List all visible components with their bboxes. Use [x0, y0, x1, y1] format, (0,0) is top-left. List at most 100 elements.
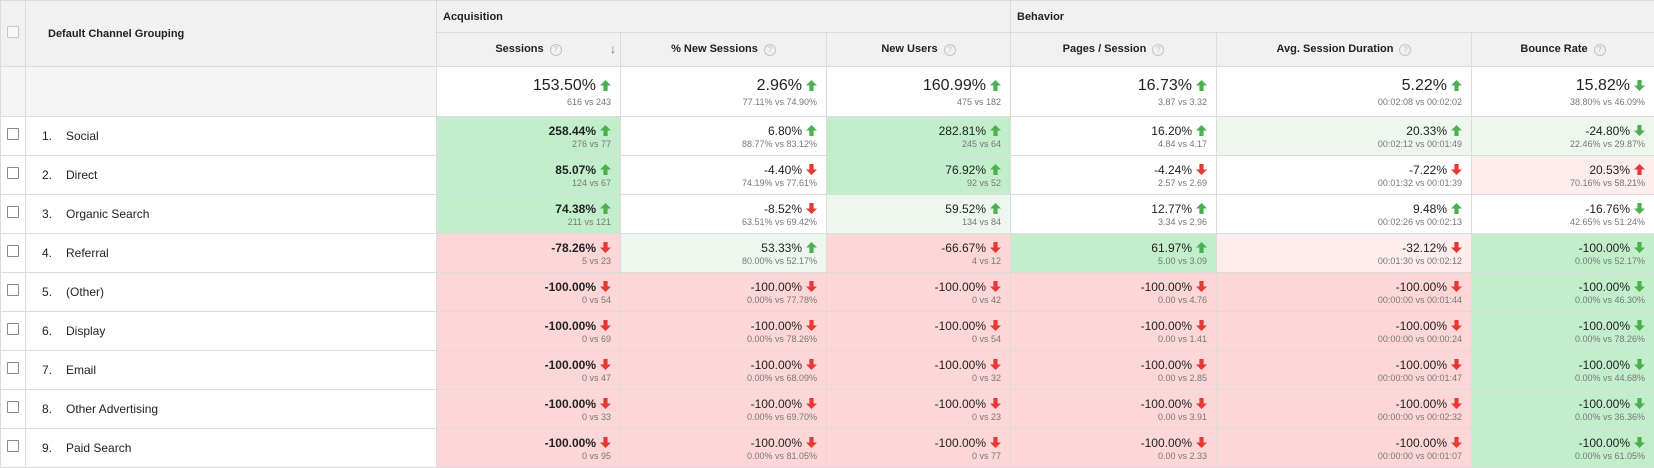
change-value: -100.00% [751, 397, 802, 411]
metric-cell-pages-session: -100.00%0.00 vs 4.76 [1011, 273, 1217, 312]
row-checkbox[interactable] [7, 206, 19, 218]
total-sessions: 153.50% 616 vs 243 [437, 67, 621, 117]
arrow-up-icon [600, 164, 611, 175]
metric-cell-bounce-rate: -100.00%0.00% vs 52.17% [1472, 234, 1654, 273]
arrow-down-icon [600, 359, 611, 370]
column-header-label: Sessions [495, 43, 543, 55]
channel-link[interactable]: Display [66, 324, 105, 338]
row-checkbox[interactable] [7, 167, 19, 179]
change-value: -100.00% [1396, 358, 1447, 372]
channel-link[interactable]: Organic Search [66, 207, 149, 221]
column-header-bounce-rate[interactable]: Bounce Rate? [1472, 33, 1654, 67]
total-value: 2.96% [757, 77, 802, 94]
channel-link[interactable]: (Other) [66, 285, 104, 299]
table-row: 6.Display-100.00%0 vs 69-100.00%0.00% vs… [1, 312, 1654, 351]
arrow-down-icon [1196, 164, 1207, 175]
help-icon[interactable]: ? [764, 44, 776, 56]
change-value: 9.48% [1413, 202, 1447, 216]
row-checkbox-cell [1, 390, 26, 429]
metric-cell-new-sessions: -100.00%0.00% vs 69.70% [621, 390, 827, 429]
channel-link[interactable]: Paid Search [66, 441, 131, 455]
channel-link[interactable]: Social [66, 129, 99, 143]
channel-link[interactable]: Email [66, 363, 96, 377]
column-header-label: Bounce Rate [1520, 43, 1587, 55]
change-value: 76.92% [945, 163, 986, 177]
change-value: -4.40% [764, 163, 802, 177]
total-comparison: 616 vs 243 [437, 97, 611, 107]
comparison-value: 00:00:00 vs 00:02:32 [1217, 412, 1462, 422]
change-value: -100.00% [1141, 358, 1192, 372]
row-checkbox-cell [1, 351, 26, 390]
metric-cell-new-sessions: -100.00%0.00% vs 81.05% [621, 429, 827, 468]
sort-arrow-icon[interactable]: ↓ [610, 42, 616, 56]
arrow-down-icon [990, 242, 1001, 253]
comparison-value: 245 vs 64 [827, 139, 1001, 149]
select-all-checkbox[interactable] [7, 26, 19, 38]
comparison-value: 2.57 vs 2.69 [1011, 178, 1207, 188]
row-checkbox[interactable] [7, 401, 19, 413]
channel-link[interactable]: Direct [66, 168, 97, 182]
comparison-value: 0.00 vs 3.91 [1011, 412, 1207, 422]
total-value: 153.50% [533, 77, 596, 94]
metric-cell-avg-session-duration: -100.00%00:00:00 vs 00:02:32 [1217, 390, 1472, 429]
total-value: 5.22% [1402, 77, 1447, 94]
column-header-avg-session-duration[interactable]: Avg. Session Duration? [1217, 33, 1472, 67]
help-icon[interactable]: ? [944, 44, 956, 56]
comparison-value: 74.19% vs 77.61% [621, 178, 817, 188]
channel-name-cell: 6.Display [26, 312, 437, 351]
arrow-down-icon [1634, 359, 1645, 370]
change-value: -100.00% [1396, 280, 1447, 294]
comparison-value: 124 vs 67 [437, 178, 611, 188]
change-value: -100.00% [545, 280, 596, 294]
comparison-value: 0 vs 95 [437, 451, 611, 461]
metric-cell-bounce-rate: 20.53%70.16% vs 58.21% [1472, 156, 1654, 195]
change-value: 282.81% [939, 124, 986, 138]
arrow-up-icon [600, 125, 611, 136]
row-checkbox[interactable] [7, 284, 19, 296]
channel-name-cell: 5.(Other) [26, 273, 437, 312]
arrow-up-icon [1196, 242, 1207, 253]
arrow-up-icon [1196, 203, 1207, 214]
total-new-sessions: 2.96%77.11% vs 74.90% [621, 67, 827, 117]
row-checkbox[interactable] [7, 245, 19, 257]
column-header-pages-session[interactable]: Pages / Session? [1011, 33, 1217, 67]
total-pages-session: 16.73%3.87 vs 3.32 [1011, 67, 1217, 117]
column-header-new-users[interactable]: New Users? [827, 33, 1011, 67]
help-icon[interactable]: ? [1399, 44, 1411, 56]
row-index: 3. [42, 207, 66, 221]
metric-cell-pages-session: 61.97%5.00 vs 3.09 [1011, 234, 1217, 273]
metric-cell-avg-session-duration: -100.00%00:00:00 vs 00:01:47 [1217, 351, 1472, 390]
metric-cell-sessions: 85.07%124 vs 67 [437, 156, 621, 195]
column-header-new-sessions[interactable]: % New Sessions? [621, 33, 827, 67]
column-header-sessions[interactable]: Sessions? ↓ [437, 33, 621, 67]
channel-name-cell: 1.Social [26, 117, 437, 156]
row-checkbox[interactable] [7, 323, 19, 335]
arrow-up-icon [1196, 125, 1207, 136]
metric-cell-pages-session: -100.00%0.00 vs 2.85 [1011, 351, 1217, 390]
help-icon[interactable]: ? [550, 44, 562, 56]
row-index: 7. [42, 363, 66, 377]
metric-cell-new-sessions: 53.33%80.00% vs 52.17% [621, 234, 827, 273]
comparison-value: 0.00% vs 69.70% [621, 412, 817, 422]
arrow-up-icon [990, 164, 1001, 175]
row-checkbox[interactable] [7, 128, 19, 140]
metric-cell-sessions: -78.26%5 vs 23 [437, 234, 621, 273]
change-value: 85.07% [555, 163, 596, 177]
channel-link[interactable]: Referral [66, 246, 109, 260]
row-index: 6. [42, 324, 66, 338]
metric-cell-new-users: 59.52%134 vs 84 [827, 195, 1011, 234]
channel-link[interactable]: Other Advertising [66, 402, 158, 416]
select-all-cell [1, 1, 26, 67]
help-icon[interactable]: ? [1594, 44, 1606, 56]
arrow-down-icon [1451, 281, 1462, 292]
metric-cell-sessions: 74.38%211 vs 121 [437, 195, 621, 234]
metric-cell-avg-session-duration: -7.22%00:01:32 vs 00:01:39 [1217, 156, 1472, 195]
dimension-header[interactable]: Default Channel Grouping [26, 1, 437, 67]
help-icon[interactable]: ? [1152, 44, 1164, 56]
metric-cell-pages-session: -100.00%0.00 vs 2.33 [1011, 429, 1217, 468]
metric-cell-new-users: -100.00%0 vs 54 [827, 312, 1011, 351]
metric-cell-pages-session: -100.00%0.00 vs 1.41 [1011, 312, 1217, 351]
comparison-value: 00:00:00 vs 00:01:07 [1217, 451, 1462, 461]
row-checkbox[interactable] [7, 362, 19, 374]
row-checkbox[interactable] [7, 440, 19, 452]
